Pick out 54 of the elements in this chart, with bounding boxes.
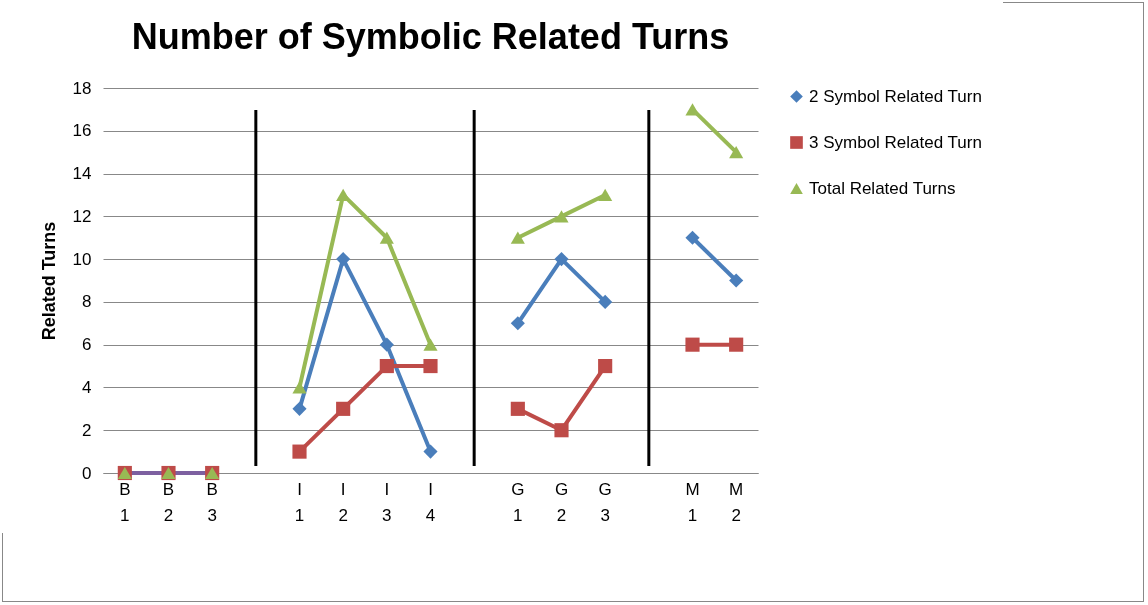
y-tick-label: 16 xyxy=(72,121,92,141)
point xyxy=(292,381,307,394)
x-tick-label: G 1 xyxy=(511,479,525,525)
point xyxy=(292,444,307,459)
x-tick-label: I 1 xyxy=(294,479,305,525)
y-axis-title: Related Turns xyxy=(38,221,59,341)
point xyxy=(336,188,351,202)
x-tick-label: G 2 xyxy=(554,479,569,525)
legend-label: 3 Symbol Related Turn xyxy=(809,132,982,152)
y-tick-label: 6 xyxy=(82,335,92,355)
y-tick-label: 0 xyxy=(82,463,92,483)
point xyxy=(554,210,569,223)
point xyxy=(292,401,307,416)
chart-title: Number of Symbolic Related Turns xyxy=(131,16,730,57)
point xyxy=(423,358,438,374)
point xyxy=(729,146,744,159)
x-tick-label: B 3 xyxy=(206,479,218,525)
y-tick-label: 8 xyxy=(82,292,92,312)
x-tick-label: M 2 xyxy=(729,479,744,525)
point xyxy=(729,337,744,352)
point xyxy=(554,423,569,438)
x-tick-label: I 3 xyxy=(382,479,392,525)
x-tick-label: G 3 xyxy=(598,479,612,525)
point xyxy=(379,337,394,352)
point xyxy=(598,188,613,202)
y-tick-label: 4 xyxy=(82,377,92,397)
y-tick-label: 12 xyxy=(72,206,92,226)
x-tick-label: I 2 xyxy=(338,479,348,525)
y-tick-label: 14 xyxy=(72,164,92,184)
point xyxy=(685,103,700,116)
y-tick-label: 2 xyxy=(82,420,92,440)
y-tick-label: 10 xyxy=(72,249,92,269)
point xyxy=(510,401,525,416)
point xyxy=(598,358,613,374)
legend-label: Total Related Turns xyxy=(809,178,956,198)
point xyxy=(729,273,744,288)
legend-label: 2 Symbol Related Turn xyxy=(809,86,982,106)
point xyxy=(336,401,351,416)
x-tick-label: B 2 xyxy=(162,479,175,525)
point xyxy=(423,444,438,459)
point xyxy=(685,337,700,352)
point xyxy=(598,294,613,309)
point xyxy=(554,252,569,267)
x-tick-label: M 1 xyxy=(685,479,700,525)
point xyxy=(685,230,700,245)
point xyxy=(336,252,351,267)
point xyxy=(379,358,394,374)
point xyxy=(379,231,394,244)
point xyxy=(510,231,525,244)
x-tick-label: I 4 xyxy=(425,479,436,525)
point xyxy=(510,316,525,331)
x-tick-label: B 1 xyxy=(119,479,131,525)
point xyxy=(423,338,438,351)
y-tick-label: 18 xyxy=(72,78,92,98)
